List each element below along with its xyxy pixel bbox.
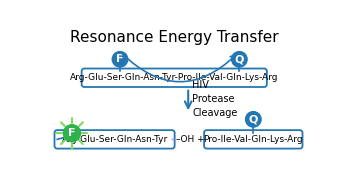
FancyBboxPatch shape [82,68,267,87]
Text: Arg-Glu-Ser-Gln-Asn-Tyr: Arg-Glu-Ser-Gln-Asn-Tyr [62,135,168,144]
Text: HIV
Protease
Cleavage: HIV Protease Cleavage [192,80,237,118]
FancyBboxPatch shape [54,130,175,149]
Text: –OH +: –OH + [176,135,204,144]
Text: F: F [116,54,124,64]
Circle shape [245,112,261,127]
FancyBboxPatch shape [204,130,303,149]
Circle shape [64,125,81,142]
Text: F: F [68,128,76,138]
FancyArrowPatch shape [122,54,236,82]
Circle shape [232,52,247,67]
Text: Resonance Energy Transfer: Resonance Energy Transfer [70,30,278,45]
Circle shape [112,52,128,67]
Text: Arg-Glu-Ser-Gln-Asn-Tyr-Pro-Ile-Val-Gln-Lys-Arg: Arg-Glu-Ser-Gln-Asn-Tyr-Pro-Ile-Val-Gln-… [70,73,278,82]
Text: Q: Q [235,54,244,64]
Text: Pro-Ile-Val-Gln-Lys-Arg: Pro-Ile-Val-Gln-Lys-Arg [203,135,303,144]
Text: Q: Q [249,114,258,124]
